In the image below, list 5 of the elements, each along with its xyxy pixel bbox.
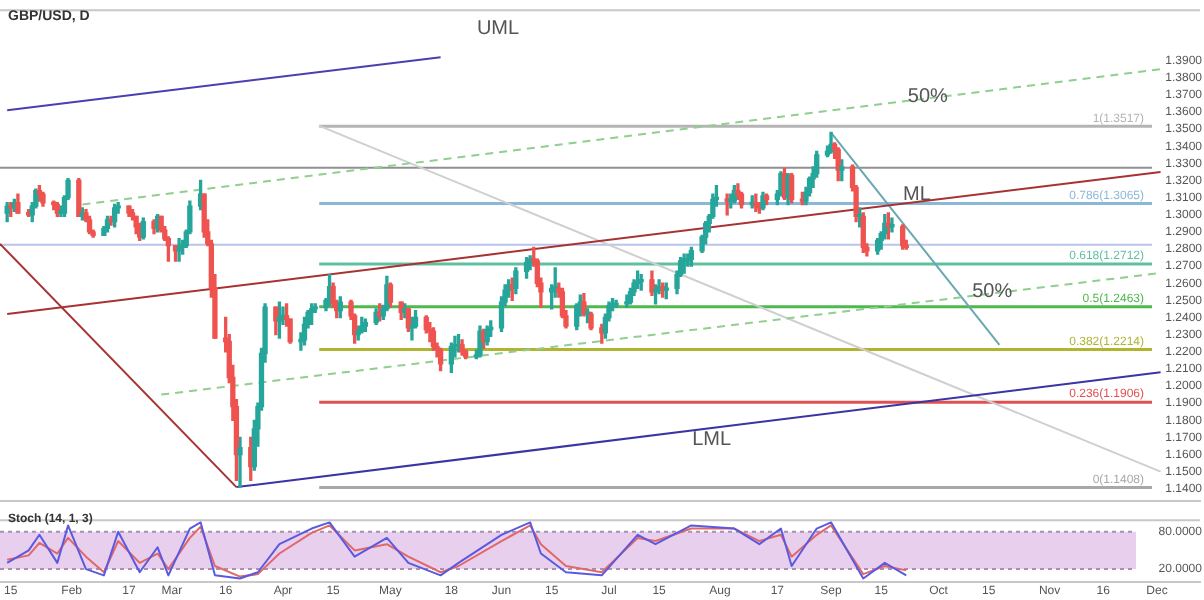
annotation: LML [692, 428, 732, 451]
annotation: ML [903, 183, 932, 206]
annotation: UML [476, 18, 520, 41]
annotation: 50% [972, 281, 1013, 304]
annotation: 50% [907, 86, 948, 109]
